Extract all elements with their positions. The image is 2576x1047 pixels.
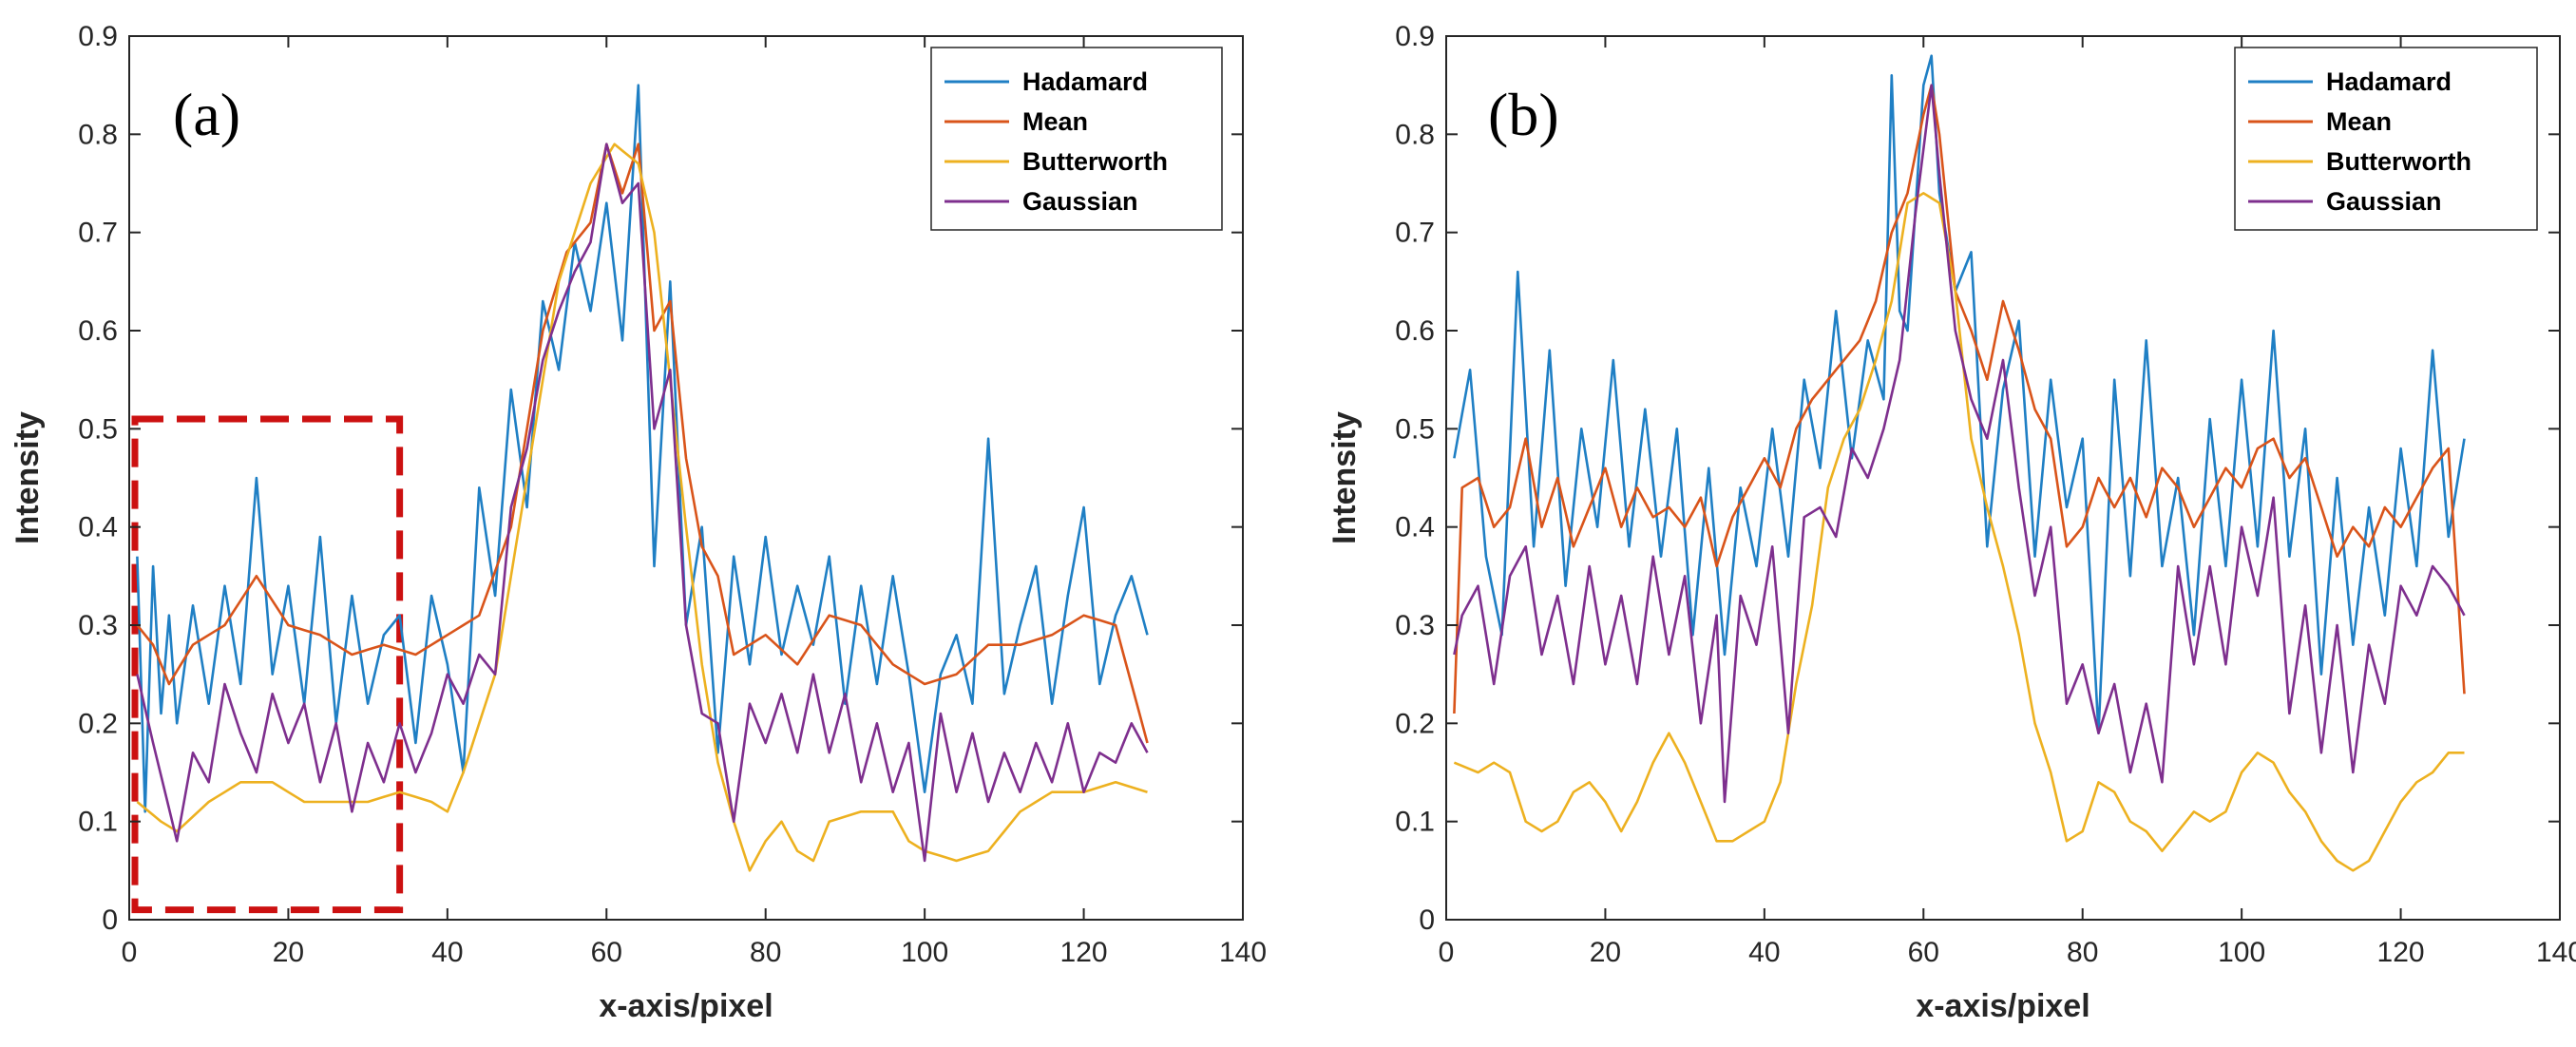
y-tick-label: 0.3: [1395, 610, 1435, 641]
y-tick-label: 0.1: [78, 807, 118, 838]
x-tick-label: 120: [1060, 937, 1108, 968]
legend-entry-gaussian: Gaussian: [1022, 187, 1138, 216]
legend-entry-butterworth: Butterworth: [1022, 147, 1168, 176]
y-tick-label: 0.7: [78, 218, 118, 249]
x-tick-label: 0: [1439, 937, 1455, 968]
y-tick-label: 0: [1419, 904, 1435, 936]
x-tick-label: 80: [750, 937, 781, 968]
series-line-gaussian: [136, 143, 1149, 863]
x-tick-label: 60: [591, 937, 622, 968]
x-axis-label: x-axis/pixel: [1916, 988, 2089, 1024]
y-tick-label: 0.1: [1395, 807, 1435, 838]
y-tick-label: 0.3: [78, 610, 118, 641]
x-tick-label: 140: [2536, 937, 2576, 968]
x-tick-label: 100: [901, 937, 948, 968]
y-tick-label: 0.4: [1395, 512, 1435, 543]
x-tick-label: 140: [1219, 937, 1267, 968]
chart-panel-b: 0 20 40 60 80 100 120 140 0 0.1 0.2 0.3 0.4 0.5 0.6 0.7…: [1326, 21, 2576, 1024]
x-axis-label: x-axis/pixel: [599, 988, 773, 1024]
legend-entry-gaussian: Gaussian: [2326, 187, 2442, 216]
y-tick-label: 0.6: [78, 315, 118, 347]
plot-area-border: [128, 35, 1244, 921]
y-tick-label: 0.8: [1395, 119, 1435, 150]
legend-entry-butterworth: Butterworth: [2326, 147, 2471, 176]
chart-panel-a: 0 20 40 60 80 100 120 140 0 0.1 0.2 0.3 0.4 0.5 0.6 0.7…: [10, 21, 1267, 1024]
series-line-hadamard: [136, 84, 1149, 813]
series-line-butterworth: [136, 143, 1148, 872]
legend: Hadamard Mean Butterworth Gaussian: [930, 47, 1223, 231]
y-tick-label: 0.2: [78, 708, 118, 739]
x-tick-label: 120: [2377, 937, 2425, 968]
y-axis-label: Intensity: [10, 411, 46, 544]
y-axis-label: Intensity: [1326, 411, 1363, 544]
x-tick-label: 20: [273, 937, 304, 968]
panel-label: (a): [173, 81, 240, 148]
x-tick-label: 100: [2218, 937, 2265, 968]
plot-area-border: [1445, 35, 2561, 921]
y-tick-label: 0.5: [78, 413, 118, 445]
legend-entry-hadamard: Hadamard: [1022, 67, 1148, 96]
legend-entry-hadamard: Hadamard: [2326, 67, 2452, 96]
series-line-butterworth: [1453, 192, 2465, 872]
legend-entry-mean: Mean: [2326, 107, 2392, 136]
legend-box: [2234, 47, 2538, 231]
x-tick-label: 80: [2067, 937, 2098, 968]
y-tick-label: 0.7: [1395, 218, 1435, 249]
y-tick-label: 0.9: [78, 21, 118, 52]
series-line-gaussian: [1453, 84, 2466, 804]
y-tick-label: 0.2: [1395, 708, 1435, 739]
y-tick-label: 0.5: [1395, 413, 1435, 445]
x-tick-label: 60: [1908, 937, 1939, 968]
series-line-mean: [1453, 84, 2466, 714]
x-tick-label: 40: [1748, 937, 1780, 968]
series-line-mean: [136, 143, 1149, 744]
legend-entry-mean: Mean: [1022, 107, 1088, 136]
x-tick-label: 20: [1590, 937, 1621, 968]
x-tick-label: 40: [431, 937, 463, 968]
y-tick-label: 0.6: [1395, 315, 1435, 347]
highlight-box: [131, 415, 404, 914]
legend: Hadamard Mean Butterworth Gaussian: [2234, 47, 2538, 231]
y-tick-label: 0: [102, 904, 118, 936]
y-tick-label: 0.4: [78, 512, 118, 543]
panel-label: (b): [1488, 81, 1559, 148]
legend-box: [930, 47, 1223, 231]
y-tick-label: 0.9: [1395, 21, 1435, 52]
series-line-hadamard: [1453, 54, 2466, 734]
y-tick-label: 0.8: [78, 119, 118, 150]
x-tick-label: 0: [122, 937, 138, 968]
